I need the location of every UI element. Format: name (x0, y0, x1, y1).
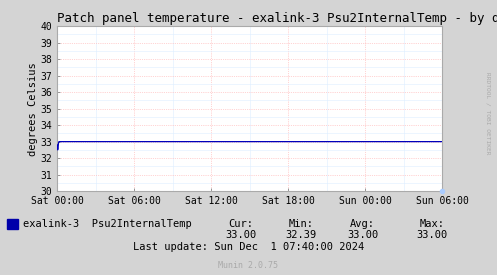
Text: Patch panel temperature - exalink-3 Psu2InternalTemp - by day: Patch panel temperature - exalink-3 Psu2… (57, 12, 497, 25)
Text: Min:: Min: (288, 219, 313, 229)
Text: exalink-3  Psu2InternalTemp: exalink-3 Psu2InternalTemp (23, 219, 192, 229)
Text: RRDTOOL / TOBI OETIKER: RRDTOOL / TOBI OETIKER (486, 72, 491, 154)
Text: 32.39: 32.39 (285, 230, 316, 240)
Text: 33.00: 33.00 (226, 230, 256, 240)
Y-axis label: degrees Celsius: degrees Celsius (28, 62, 38, 155)
Text: 33.00: 33.00 (417, 230, 448, 240)
Text: Max:: Max: (420, 219, 445, 229)
Text: 33.00: 33.00 (347, 230, 378, 240)
Text: Avg:: Avg: (350, 219, 375, 229)
Text: Cur:: Cur: (229, 219, 253, 229)
Text: Munin 2.0.75: Munin 2.0.75 (219, 261, 278, 270)
Text: Last update: Sun Dec  1 07:40:00 2024: Last update: Sun Dec 1 07:40:00 2024 (133, 242, 364, 252)
